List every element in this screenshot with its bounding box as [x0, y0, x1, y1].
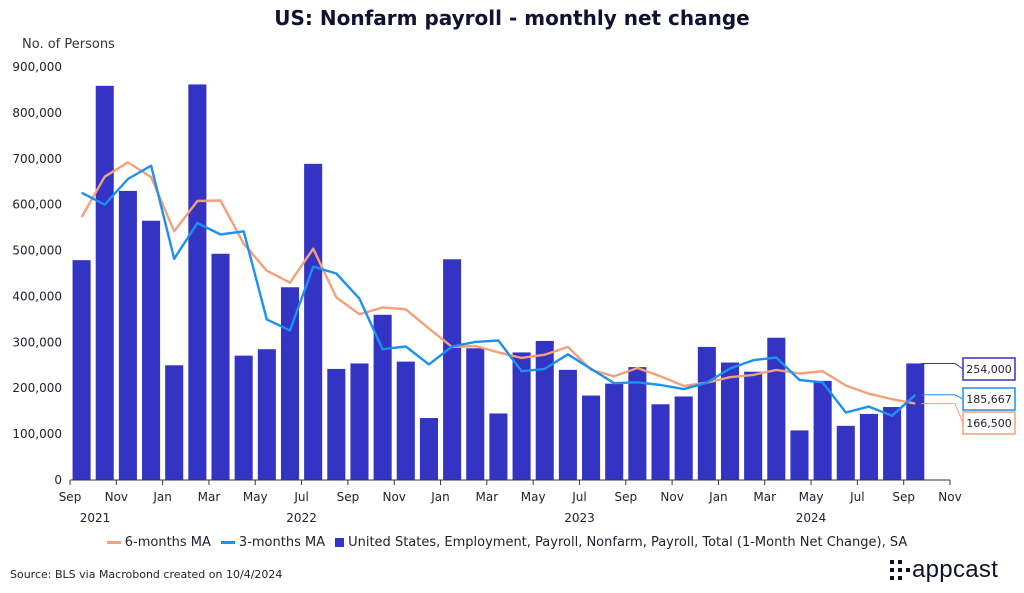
legend-swatch-3m — [220, 541, 235, 544]
bar — [396, 361, 415, 480]
bar — [859, 413, 878, 480]
bar — [466, 348, 485, 480]
bar — [628, 367, 647, 480]
legend-item-6m: 6-months MA — [106, 535, 211, 550]
y-tick-label: 700,000 — [12, 152, 62, 166]
x-tick-label: May — [799, 490, 824, 504]
end-label-value: 166,500 — [966, 417, 1012, 430]
x-tick-label: Sep — [337, 490, 360, 504]
bar — [350, 363, 369, 480]
bar — [697, 346, 716, 480]
bar — [327, 368, 346, 480]
legend-label-3m: 3-months MA — [238, 535, 326, 550]
legend-item-payroll: United States, Employment, Payroll, Nonf… — [335, 535, 907, 550]
bar — [558, 369, 577, 480]
bar — [790, 430, 809, 480]
x-tick-label: Nov — [382, 490, 405, 504]
x-tick-label: Nov — [660, 490, 683, 504]
bar — [188, 84, 207, 480]
x-tick-label: Sep — [59, 490, 82, 504]
bar — [906, 363, 925, 480]
x-tick-label: Sep — [892, 490, 915, 504]
y-tick-label: 100,000 — [12, 427, 62, 441]
bar — [813, 380, 832, 480]
bar — [535, 340, 554, 480]
x-tick-label: Jan — [430, 490, 450, 504]
x-tick-label: Jul — [293, 490, 308, 504]
end-label-value: 185,667 — [966, 393, 1012, 406]
y-tick-label: 200,000 — [12, 381, 62, 395]
brand-name: appcast — [912, 556, 999, 583]
bar — [419, 418, 438, 480]
x-tick-label: Mar — [476, 490, 499, 504]
series-line-3m-ma — [81, 164, 917, 417]
end-label-box — [962, 387, 1016, 411]
end-label-box — [962, 411, 1016, 435]
bar — [605, 383, 624, 480]
bar — [651, 404, 670, 480]
x-year-label: 2024 — [796, 511, 827, 525]
legend-swatch-payroll — [335, 538, 345, 547]
bar — [489, 413, 508, 480]
x-tick-label: Sep — [614, 490, 637, 504]
legend-swatch-6m — [106, 541, 121, 544]
bar — [95, 85, 114, 480]
bar — [72, 260, 91, 480]
x-tick-label: Jul — [849, 490, 864, 504]
bar — [118, 190, 137, 480]
legend: 6-months MA 3-months MA United States, E… — [0, 535, 1024, 550]
bar — [165, 365, 184, 480]
x-tick-label: Jan — [708, 490, 728, 504]
chart-title: US: Nonfarm payroll - monthly net change — [274, 6, 750, 30]
bar — [674, 396, 693, 480]
series-line-6m-ma — [80, 161, 916, 405]
x-tick-label: Mar — [198, 490, 221, 504]
end-label-leader — [921, 362, 964, 370]
source-note: Source: BLS via Macrobond created on 10/… — [10, 568, 283, 581]
y-tick-label: 300,000 — [12, 335, 62, 349]
x-tick-label: Nov — [105, 490, 128, 504]
y-tick-label: 600,000 — [12, 198, 62, 212]
y-tick-label: 500,000 — [12, 244, 62, 258]
legend-label-6m: 6-months MA — [124, 535, 211, 550]
x-year-label: 2021 — [80, 511, 111, 525]
legend-label-payroll: United States, Employment, Payroll, Nonf… — [348, 535, 908, 550]
y-axis-label: No. of Persons — [22, 37, 115, 52]
bar — [744, 371, 763, 480]
bar — [142, 220, 161, 480]
appcast-logo-icon — [890, 560, 910, 580]
bar — [512, 352, 531, 480]
y-tick-label: 900,000 — [12, 60, 62, 74]
y-tick-label: 0 — [54, 473, 62, 487]
x-tick-label: Jul — [571, 490, 586, 504]
bar — [836, 425, 855, 480]
end-label-leader — [921, 394, 964, 400]
bar — [211, 253, 230, 480]
legend-item-3m: 3-months MA — [220, 535, 326, 550]
bar — [720, 362, 740, 480]
x-year-label: 2023 — [564, 511, 595, 525]
x-year-label: 2022 — [286, 511, 317, 525]
end-label-box — [962, 357, 1016, 381]
bar — [443, 259, 462, 480]
x-tick-label: Nov — [938, 490, 961, 504]
end-label-leader — [921, 403, 964, 424]
bar — [280, 287, 300, 480]
bar — [883, 407, 902, 480]
x-tick-label: May — [521, 490, 546, 504]
x-tick-label: May — [243, 490, 268, 504]
brand-logo: appcast — [888, 556, 998, 584]
end-label-value: 254,000 — [966, 363, 1012, 376]
y-tick-label: 800,000 — [12, 106, 62, 120]
y-tick-label: 400,000 — [12, 289, 62, 303]
bar — [582, 395, 601, 480]
bar — [257, 349, 276, 480]
x-tick-label: Mar — [753, 490, 776, 504]
bar — [234, 355, 253, 480]
bar — [767, 337, 786, 480]
x-tick-label: Jan — [152, 490, 172, 504]
bar — [373, 314, 392, 480]
bar — [304, 163, 323, 480]
